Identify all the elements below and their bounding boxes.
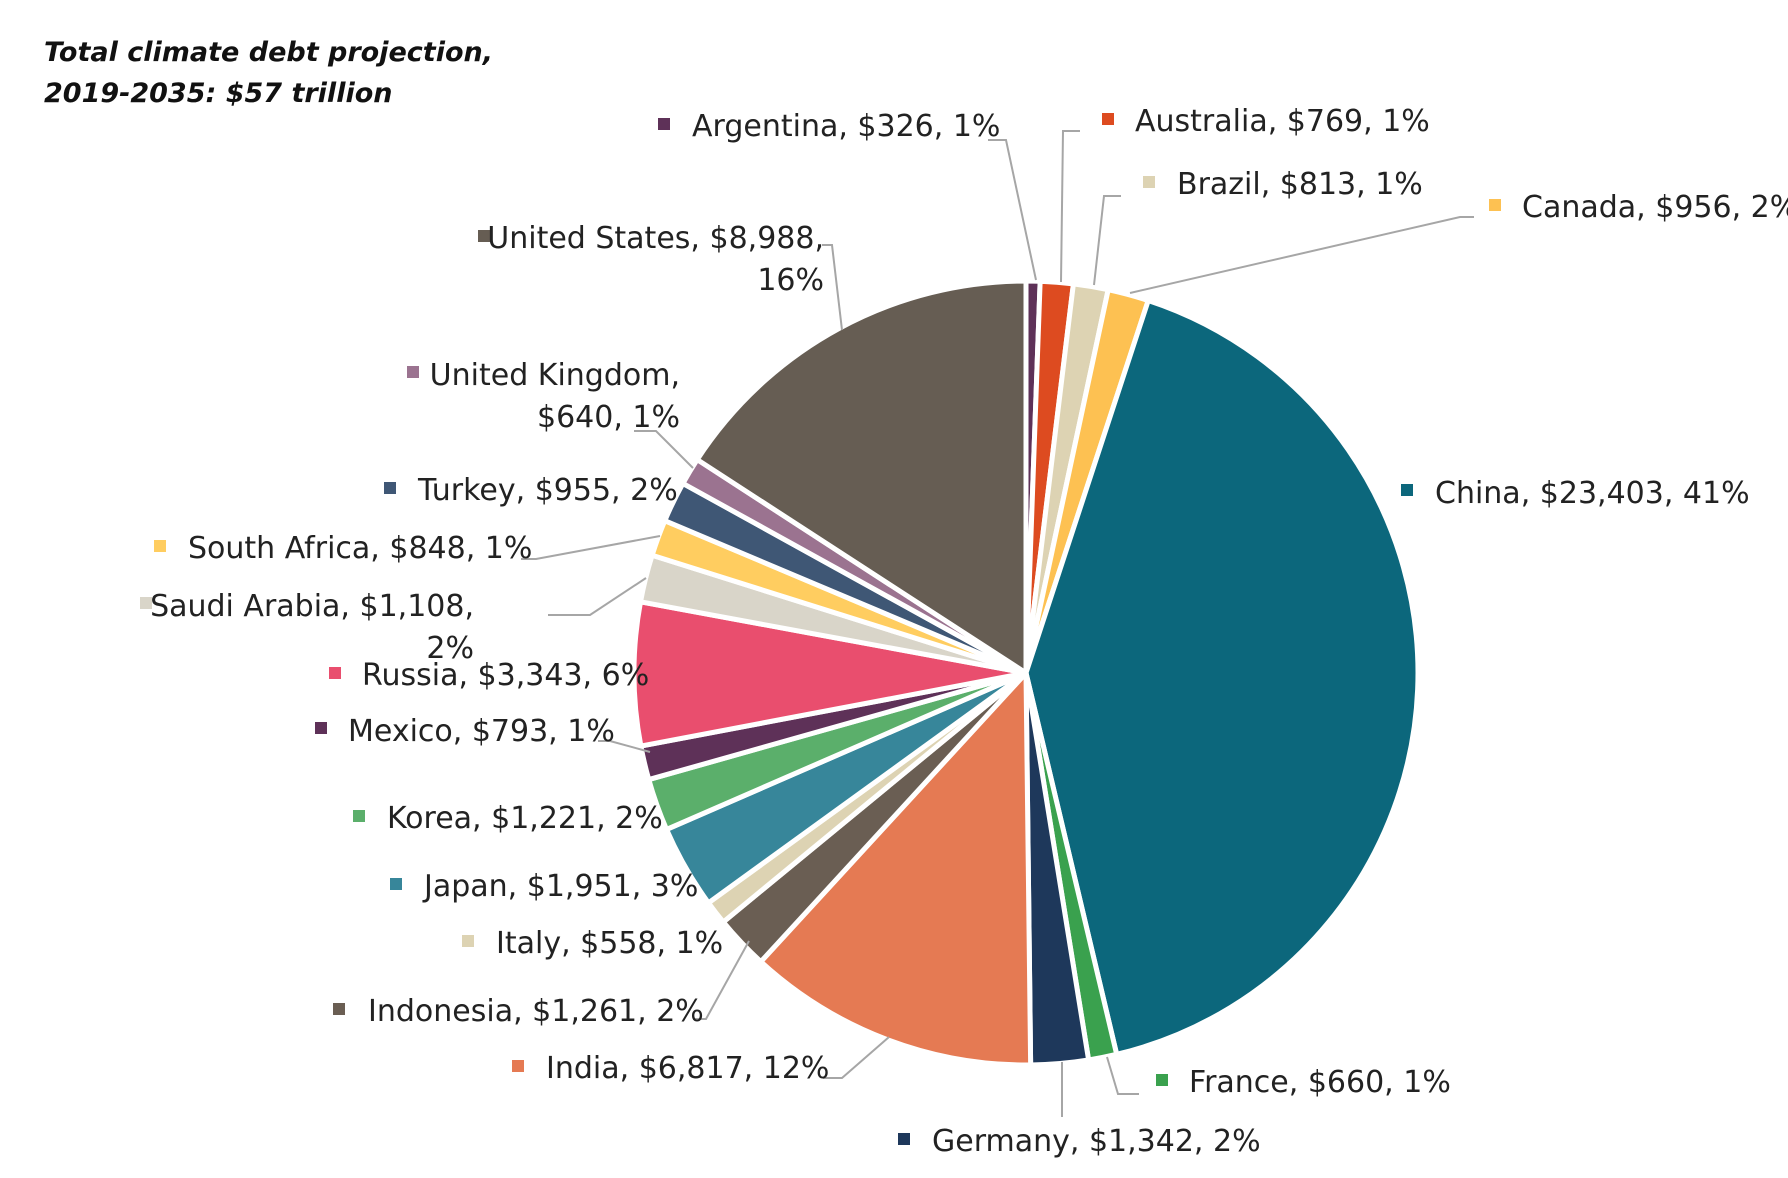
data-label-indonesia: Indonesia, $1,261, 2% <box>368 994 704 1029</box>
chart-title-line-2: 2019-2035: $57 trillion <box>44 78 393 109</box>
leader-line-mexico <box>598 740 651 753</box>
data-label-japan: Japan, $1,951, 3% <box>422 869 698 904</box>
data-label-canada: Canada, $956, 2% <box>1522 190 1788 225</box>
legend-marker-south-africa <box>154 540 166 552</box>
leader-line-saudi-arabia <box>548 577 647 616</box>
leader-line-brazil <box>1093 195 1121 286</box>
data-label-argentina: Argentina, $326, 1% <box>692 109 1000 144</box>
legend-marker-india <box>512 1060 524 1072</box>
data-label-china: China, $23,403, 41% <box>1435 476 1750 511</box>
data-label-germany: Germany, $1,342, 2% <box>932 1124 1261 1159</box>
data-label-united-kingdom: United Kingdom, $640, 1% <box>430 358 680 435</box>
data-label-mexico: Mexico, $793, 1% <box>348 714 615 749</box>
data-label-russia: Russia, $3,343, 6% <box>362 658 649 693</box>
pie-slice-united-states <box>694 278 1029 676</box>
data-label-united-states: United States, $8,988, 16% <box>487 221 824 298</box>
legend-marker-indonesia <box>333 1003 345 1015</box>
legend-marker-russia <box>329 667 341 679</box>
data-label-saudi-arabia: Saudi Arabia, $1,108, 2% <box>150 589 474 666</box>
legend-marker-united-kingdom <box>407 366 419 378</box>
leader-line-united-kingdom <box>634 430 694 469</box>
legend-marker-korea <box>353 810 365 822</box>
chart-title: Total climate debt projection, 2019-2035… <box>44 32 564 114</box>
legend-marker-saudi-arabia <box>140 597 152 609</box>
legend-marker-china <box>1401 484 1413 496</box>
legend-marker-italy <box>462 935 474 947</box>
data-label-france: France, $660, 1% <box>1189 1065 1451 1100</box>
data-label-india: India, $6,817, 12% <box>546 1051 829 1086</box>
data-label-turkey: Turkey, $955, 2% <box>417 473 678 508</box>
legend-marker-turkey <box>384 482 396 494</box>
legend-marker-mexico <box>315 722 327 734</box>
legend-marker-germany <box>898 1133 910 1145</box>
pie-slices <box>631 278 1421 1068</box>
pie-slice-china <box>1023 298 1421 1057</box>
legend-marker-argentina <box>658 118 670 130</box>
pie-slice-russia <box>631 599 1029 749</box>
legend-marker-france <box>1156 1074 1168 1086</box>
data-label-korea: Korea, $1,221, 2% <box>387 801 663 836</box>
legend-marker-canada <box>1489 199 1501 211</box>
data-label-south-africa: South Africa, $848, 1% <box>188 531 532 566</box>
data-label-brazil: Brazil, $813, 1% <box>1177 167 1423 202</box>
data-labels: Argentina, $326, 1% Australia, $769, 1% Br… <box>140 104 1788 1159</box>
leader-line-indonesia <box>693 940 750 1020</box>
leader-line-france <box>1106 1056 1139 1095</box>
leader-line-united-states <box>822 244 843 331</box>
legend-marker-brazil <box>1143 176 1155 188</box>
data-label-australia: Australia, $769, 1% <box>1135 104 1430 139</box>
leader-lines <box>521 130 1474 1117</box>
legend-marker-japan <box>390 878 402 890</box>
leader-line-argentina <box>988 139 1037 281</box>
legend-marker-united-states <box>478 230 490 242</box>
chart-title-line-1: Total climate debt projection, <box>44 37 493 68</box>
leader-line-australia <box>1060 130 1080 283</box>
data-label-italy: Italy, $558, 1% <box>496 926 723 961</box>
legend-marker-australia <box>1102 113 1114 125</box>
leader-line-south-africa <box>521 535 661 560</box>
leader-line-canada <box>1129 216 1474 294</box>
leader-line-india <box>823 1036 890 1079</box>
